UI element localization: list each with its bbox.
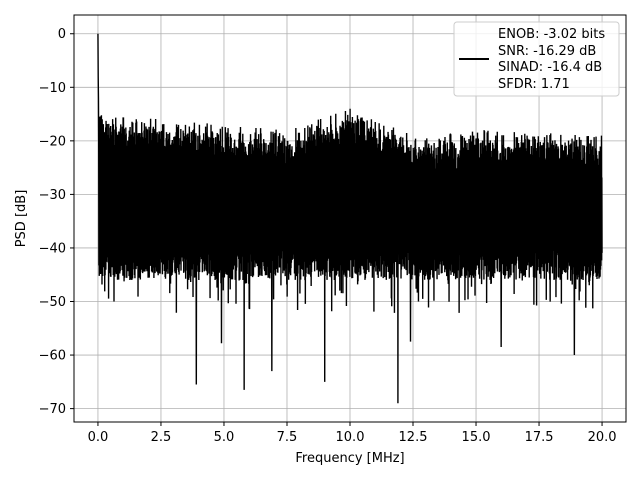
y-tick-label: −40 [39, 241, 66, 256]
legend-enob: ENOB: -3.02 bits [498, 27, 605, 42]
x-tick-label: 0.0 [88, 430, 109, 445]
y-tick-label: −10 [39, 81, 66, 96]
legend-sinad: SINAD: -16.4 dB [498, 60, 602, 75]
legend-box [453, 21, 620, 97]
y-tick-label: −60 [39, 349, 66, 364]
y-axis-ticks: 0 −10 −20 −30 −40 −50 −60 −70 [39, 27, 74, 417]
x-tick-label: 15.0 [462, 430, 491, 445]
series-psd [97, 33, 603, 404]
x-axis-ticks: 0.0 2.5 5.0 7.5 10.0 12.5 15.0 17.5 20.0 [88, 422, 617, 445]
y-tick-label: −30 [39, 188, 66, 203]
x-tick-label: 7.5 [277, 430, 298, 445]
y-tick-label: −20 [39, 134, 66, 149]
x-axis-label: Frequency [MHz] [295, 451, 404, 466]
x-tick-label: 10.0 [336, 430, 365, 445]
y-tick-label: 0 [58, 27, 66, 42]
y-tick-label: −50 [39, 295, 66, 310]
legend-snr: SNR: -16.29 dB [498, 44, 596, 59]
x-tick-label: 17.5 [525, 430, 554, 445]
y-tick-label: −70 [39, 402, 66, 417]
x-tick-label: 2.5 [151, 430, 172, 445]
psd-line [97, 33, 603, 404]
legend-sfdr: SFDR: 1.71 [498, 77, 570, 92]
x-tick-label: 20.0 [588, 430, 617, 445]
legend: ENOB: -3.02 bits SNR: -16.29 dB SINAD: -… [453, 21, 620, 97]
x-tick-label: 5.0 [214, 430, 235, 445]
y-axis-label: PSD [dB] [14, 190, 29, 248]
x-tick-label: 12.5 [399, 430, 428, 445]
